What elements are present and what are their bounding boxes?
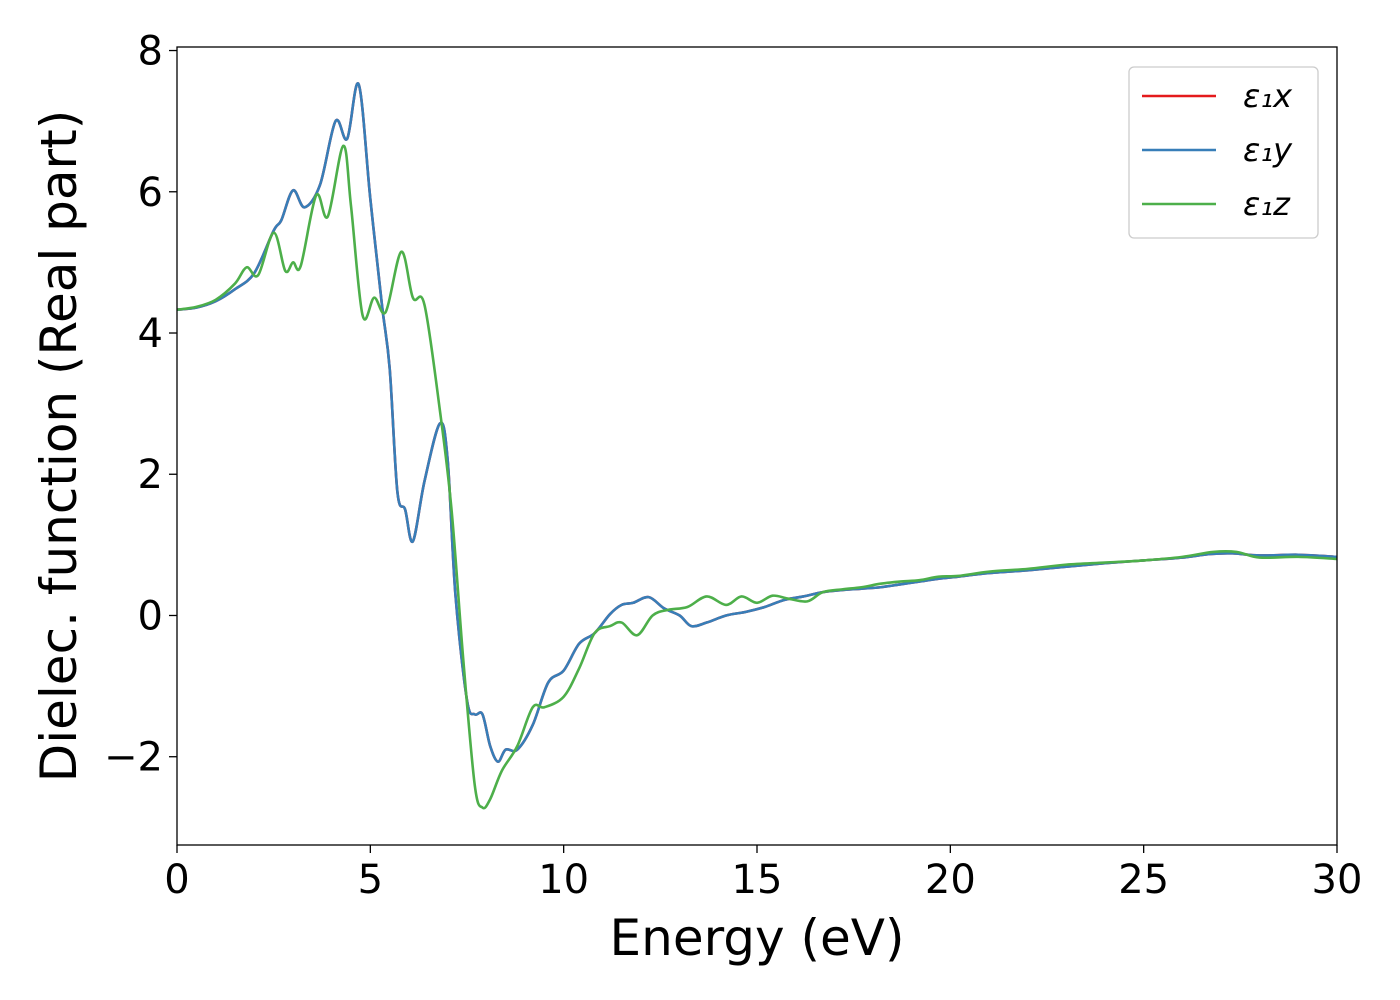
x-tick-label: 15	[732, 857, 783, 903]
y-axis-label: Dielec. function (Real part)	[30, 110, 88, 782]
series-layer	[177, 82, 1337, 810]
x-tick-label: 10	[538, 857, 589, 903]
legend-label: ε₁z	[1243, 185, 1291, 223]
y-tick-label: 2	[138, 452, 163, 498]
y-tick-label: 8	[138, 29, 163, 75]
x-tick-label: 25	[1118, 857, 1169, 903]
x-tick-label: 30	[1312, 857, 1363, 903]
y-tick-label: 0	[138, 593, 163, 639]
x-axis: 0 5 10 15 20 25 30	[164, 845, 1362, 903]
x-tick-label: 0	[164, 857, 189, 903]
y-tick-label: 6	[138, 170, 163, 216]
legend: ε₁x ε₁y ε₁z	[1128, 66, 1319, 239]
legend-label: ε₁x	[1243, 77, 1293, 115]
x-tick-label: 20	[925, 857, 976, 903]
x-tick-label: 5	[358, 857, 383, 903]
y-tick-label: 4	[138, 311, 163, 357]
series-line-3	[177, 144, 1337, 810]
y-axis: −2 0 2 4 6 8	[104, 29, 177, 781]
x-axis-label: Energy (eV)	[610, 909, 905, 967]
legend-label: ε₁y	[1243, 131, 1293, 169]
legend-box	[1128, 66, 1319, 239]
y-tick-label: −2	[104, 735, 163, 781]
